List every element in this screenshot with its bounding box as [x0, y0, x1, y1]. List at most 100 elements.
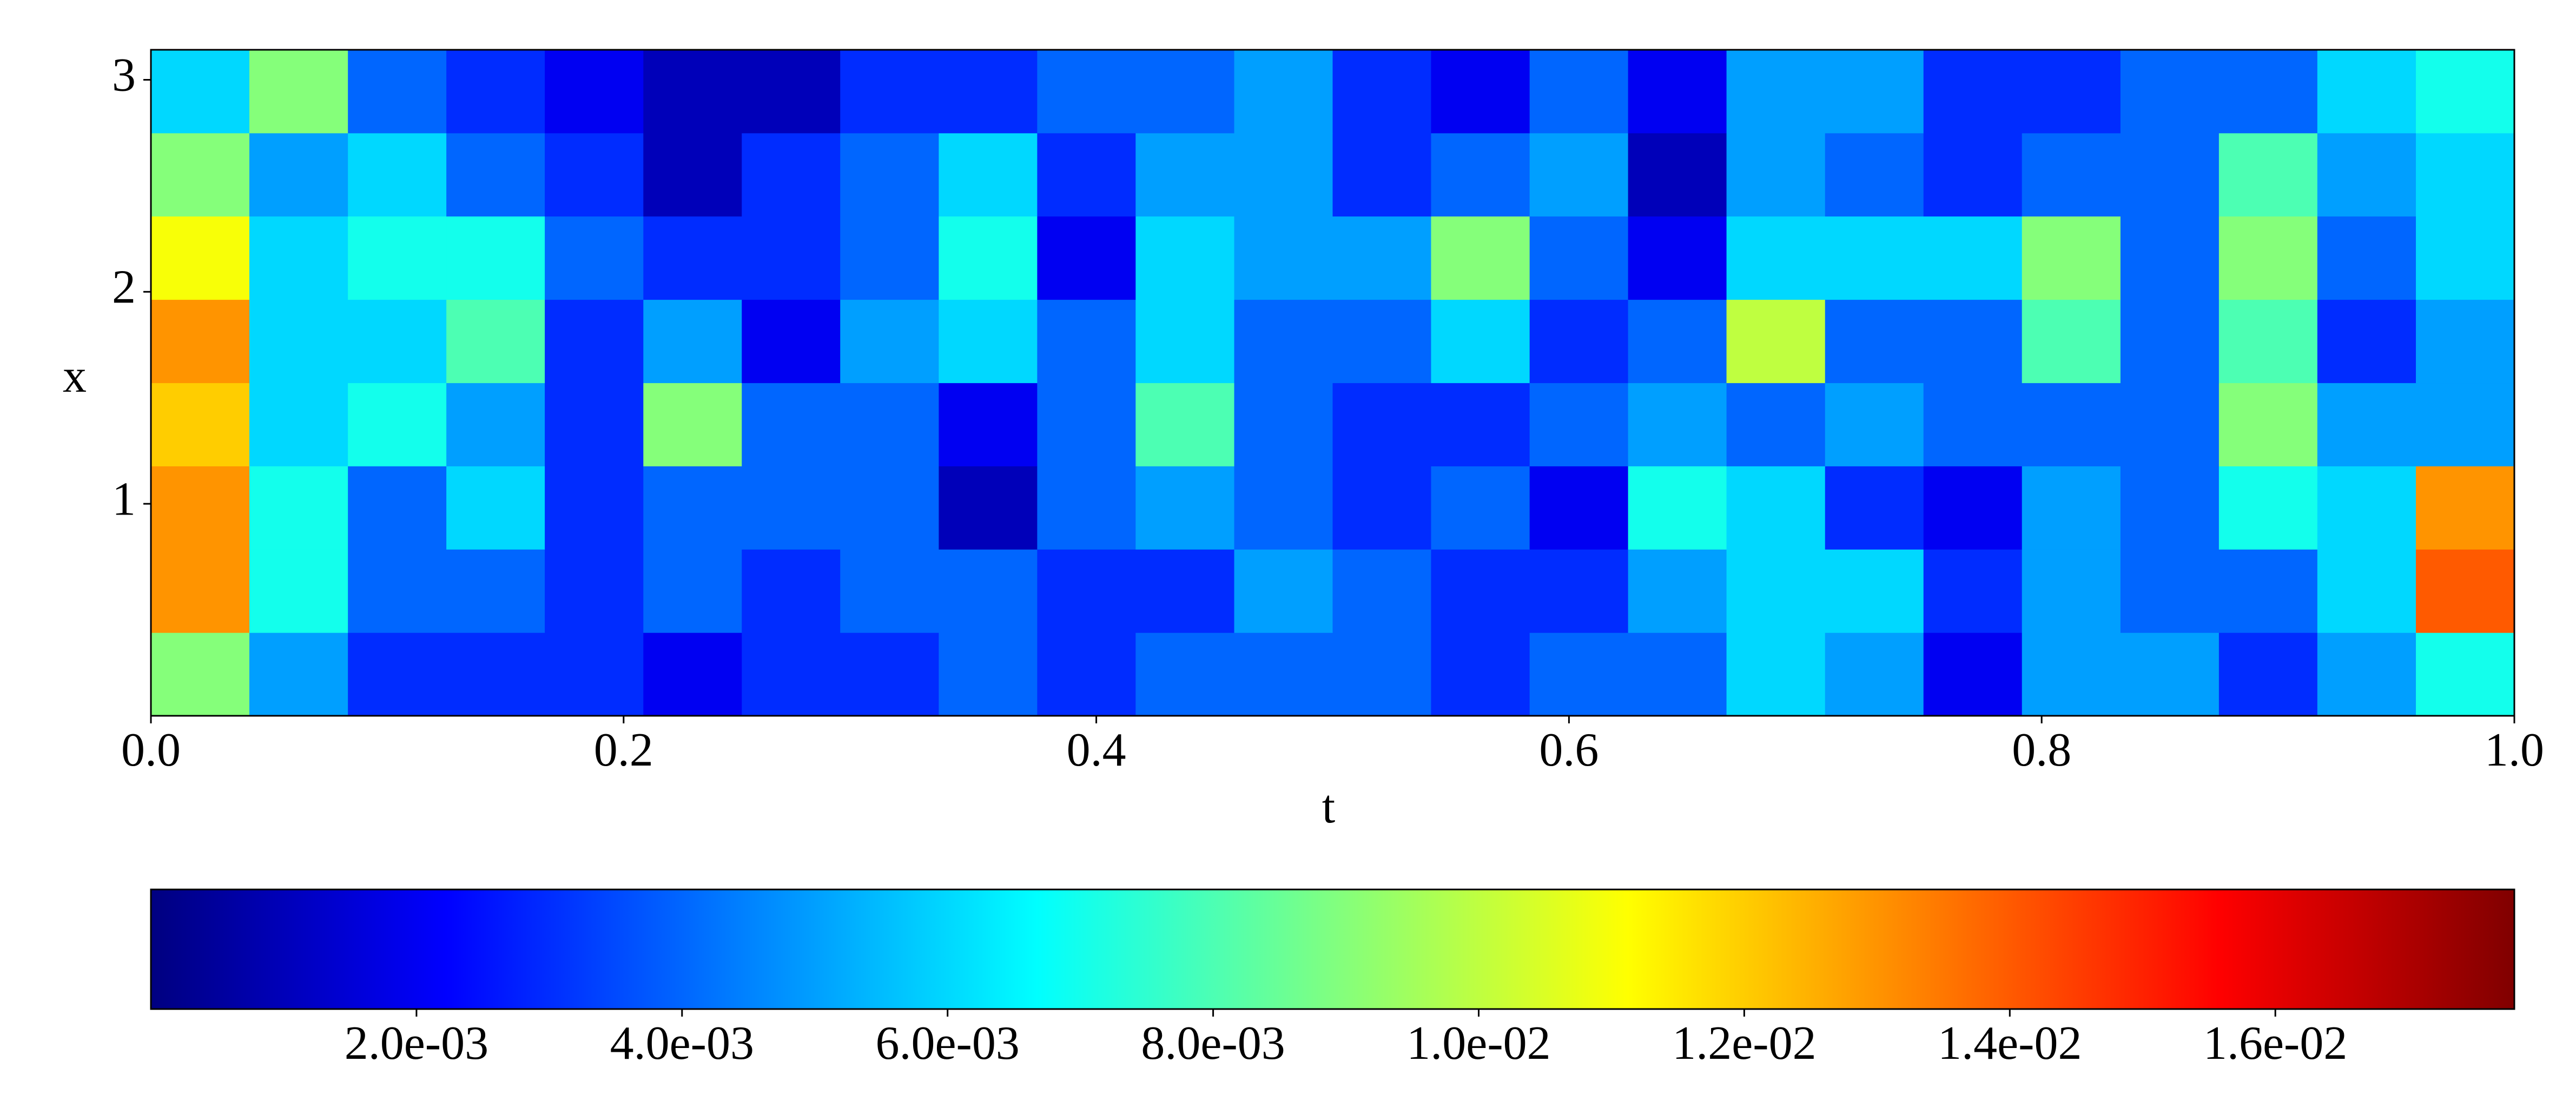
heatmap-cell: [1923, 216, 2023, 300]
x-tick-label: 0.0: [121, 724, 181, 776]
heatmap-cell: [840, 383, 939, 466]
heatmap-cell: [2416, 299, 2515, 384]
heatmap-cell: [1037, 50, 1136, 134]
heatmap-cell: [1332, 299, 1431, 384]
heatmap-cell: [249, 50, 348, 134]
heatmap-cell: [348, 133, 447, 217]
x-tick-label: 0.4: [1067, 724, 1126, 776]
heatmap-cell: [2416, 216, 2515, 300]
heatmap-cell: [1726, 632, 1826, 716]
heatmap-cell: [446, 299, 545, 384]
heatmap-cell: [2218, 466, 2318, 550]
heatmap-cell: [446, 466, 545, 550]
heatmap-cell: [2218, 299, 2318, 384]
heatmap-cell: [2022, 549, 2121, 633]
heatmap-cell: [446, 216, 545, 300]
heatmap-cell: [2120, 133, 2220, 217]
y-tick-label: 1: [112, 473, 136, 525]
heatmap-cell: [446, 50, 545, 134]
heatmap-cell: [1628, 50, 1727, 134]
heatmap-cell: [1726, 216, 1826, 300]
heatmap-cell: [840, 632, 939, 716]
heatmap-cell: [150, 549, 250, 633]
heatmap-cell: [446, 549, 545, 633]
colorbar-tick-label: 1.2e-02: [1672, 1017, 1816, 1070]
heatmap-cell: [1529, 466, 1629, 550]
heatmap-cell: [1628, 549, 1727, 633]
heatmap-cell: [939, 133, 1038, 217]
heatmap-cell: [545, 216, 644, 300]
heatmap-cell: [150, 133, 250, 217]
heatmap-cell: [2218, 632, 2318, 716]
heatmap-cell: [150, 466, 250, 550]
heatmap-cell: [348, 216, 447, 300]
x-tick-label: 0.6: [1539, 724, 1599, 776]
x-tick-label: 0.2: [594, 724, 653, 776]
colorbar-tick-label: 8.0e-03: [1141, 1017, 1285, 1070]
heatmap-cell: [1135, 299, 1235, 384]
heatmap-cell: [2416, 133, 2515, 217]
heatmap-cell: [2022, 299, 2121, 384]
colorbar-tick-label: 1.6e-02: [2203, 1017, 2347, 1070]
heatmap-cell: [1234, 383, 1333, 466]
heatmap-cell: [1332, 549, 1431, 633]
heatmap-cell: [840, 299, 939, 384]
heatmap-cell: [939, 383, 1038, 466]
heatmap-cell: [1628, 383, 1727, 466]
heatmap-cell: [2416, 383, 2515, 466]
heatmap-cell: [249, 216, 348, 300]
heatmap-cell: [1332, 383, 1431, 466]
heatmap-cell: [643, 133, 742, 217]
heatmap-cell: [2120, 632, 2220, 716]
heatmap-cell: [2022, 383, 2121, 466]
heatmap-cell: [643, 216, 742, 300]
heatmap-cell: [643, 50, 742, 134]
heatmap-cell: [1135, 383, 1235, 466]
heatmap-cell: [249, 383, 348, 466]
heatmap-cell: [1037, 299, 1136, 384]
plot-frame: [150, 49, 2515, 717]
heatmap-cell: [1923, 383, 2023, 466]
heatmap-cell: [2218, 549, 2318, 633]
heatmap-cell: [1234, 466, 1333, 550]
heatmap-cell: [1628, 299, 1727, 384]
heatmap-cell: [249, 466, 348, 550]
heatmap-cell: [1825, 466, 1924, 550]
heatmap-cell: [150, 299, 250, 384]
heatmap-cell: [1825, 133, 1924, 217]
heatmap-cell: [1825, 299, 1924, 384]
heatmap-cell: [446, 133, 545, 217]
heatmap-cell: [1332, 50, 1431, 134]
heatmap-cell: [939, 299, 1038, 384]
heatmap-cell: [1726, 50, 1826, 134]
heatmap-cell: [643, 383, 742, 466]
heatmap-cell: [1332, 466, 1431, 550]
heatmap-cell: [742, 50, 841, 134]
colorbar-tick-label: 6.0e-03: [876, 1017, 1020, 1070]
heatmap-cell: [1135, 50, 1235, 134]
heatmap-cell: [2120, 216, 2220, 300]
heatmap-cell: [939, 466, 1038, 550]
heatmap-cell: [150, 632, 250, 716]
heatmap-cell: [643, 299, 742, 384]
heatmap-cell: [1431, 299, 1530, 384]
heatmap-cell: [1234, 216, 1333, 300]
heatmap-cell: [348, 466, 447, 550]
heatmap-cell: [150, 383, 250, 466]
heatmap-cell: [2022, 216, 2121, 300]
heatmap-cell: [1628, 632, 1727, 716]
heatmap-cell: [2120, 50, 2220, 134]
heatmap-cell: [1726, 549, 1826, 633]
heatmap-cell: [150, 50, 250, 134]
heatmap-cell: [840, 133, 939, 217]
heatmap-cell: [1431, 632, 1530, 716]
heatmap-cell: [1529, 383, 1629, 466]
heatmap-cell: [2218, 50, 2318, 134]
heatmap-cell: [1529, 632, 1629, 716]
heatmap-cell: [1923, 632, 2023, 716]
heatmap-cell: [2120, 299, 2220, 384]
heatmap-cell: [2317, 549, 2416, 633]
heatmap-cell: [1431, 466, 1530, 550]
heatmap-cell: [446, 383, 545, 466]
heatmap-cell: [2317, 299, 2416, 384]
